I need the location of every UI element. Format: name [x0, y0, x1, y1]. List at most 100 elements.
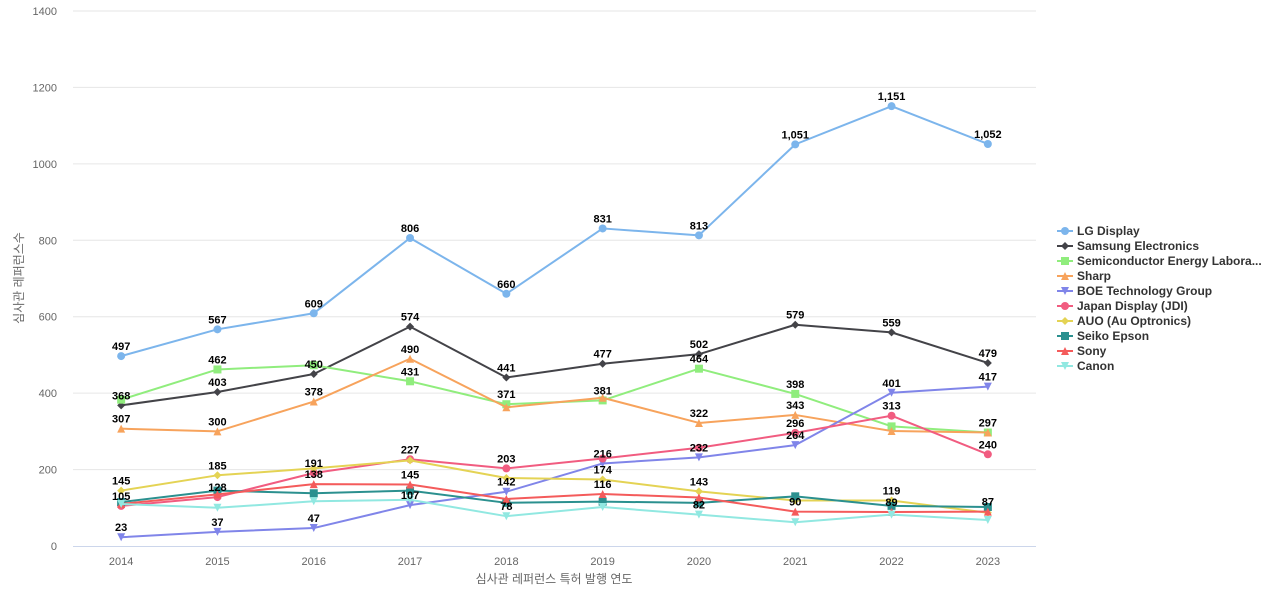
x-axis-title: 심사관 레퍼런스 특허 발행 연도 [476, 571, 633, 586]
data-point [309, 480, 318, 489]
legend-symbol [1061, 317, 1069, 325]
y-axis-title: 심사관 레퍼런스수 [12, 232, 26, 324]
legend-item[interactable]: LG Display [1057, 224, 1140, 238]
data-point [502, 487, 511, 496]
data-label: 145 [112, 476, 130, 488]
data-label: 567 [208, 314, 226, 326]
legend-label: AUO (Au Optronics) [1077, 314, 1191, 328]
x-tick-label: 2014 [109, 556, 133, 568]
x-tick-label: 2017 [398, 556, 422, 568]
data-point [694, 498, 703, 507]
data-label: 417 [979, 372, 997, 384]
data-point [502, 473, 511, 482]
data-label: 1,151 [878, 91, 906, 103]
legend-label: Japan Display (JDI) [1077, 299, 1188, 313]
data-point [791, 140, 800, 149]
x-tick-label: 2019 [590, 556, 614, 568]
data-point [502, 512, 511, 521]
data-label: 307 [112, 414, 130, 426]
data-label: 90 [789, 497, 801, 509]
x-axis: 2014 2015 2016 2017 2018 2019 2020 2021 2022 2023 [73, 546, 1036, 568]
series-3 [117, 354, 992, 437]
data-point [502, 289, 511, 298]
data-point [598, 475, 607, 484]
series-layer [117, 102, 992, 542]
data-point [309, 309, 318, 318]
data-point [887, 422, 896, 431]
data-point [791, 507, 800, 516]
data-label: 1,052 [974, 129, 1002, 141]
data-label: 128 [208, 482, 226, 494]
series-line [121, 483, 988, 513]
data-point [598, 454, 607, 463]
legend-symbol [1061, 362, 1069, 370]
data-point [309, 464, 318, 473]
x-tick-label: 2021 [783, 556, 807, 568]
data-label: 107 [401, 490, 419, 502]
data-point [791, 320, 800, 329]
data-point [694, 487, 703, 496]
data-point [117, 486, 126, 495]
legend-item[interactable]: Sharp [1057, 269, 1111, 283]
legend-item[interactable]: AUO (Au Optronics) [1057, 314, 1191, 328]
y-tick-label: 600 [39, 312, 57, 324]
data-label: 296 [786, 418, 804, 430]
data-point [213, 503, 222, 512]
data-point [598, 224, 607, 233]
data-point [887, 388, 896, 397]
data-point [887, 411, 896, 420]
data-label: 378 [305, 387, 323, 399]
legend-symbol [1061, 242, 1069, 250]
data-label: 89 [885, 497, 897, 509]
data-label: 185 [208, 460, 226, 472]
data-point [406, 377, 415, 386]
data-point [887, 510, 896, 519]
data-point [887, 102, 896, 111]
data-labels: 497 567 609 806 660 831 813 1,051 1,151 1,052 368 4… [112, 91, 1002, 534]
data-label: 145 [401, 469, 419, 481]
data-point [791, 389, 800, 398]
data-point [791, 410, 800, 419]
data-label: 23 [115, 522, 127, 534]
data-point [117, 499, 126, 508]
data-point [791, 428, 800, 437]
data-label: 502 [690, 339, 708, 351]
data-label: 579 [786, 310, 804, 322]
data-label: 142 [497, 477, 515, 489]
legend-item[interactable]: Japan Display (JDI) [1057, 299, 1188, 313]
data-label: 403 [208, 377, 226, 389]
legend-item[interactable]: Samsung Electronics [1057, 239, 1199, 253]
data-point [598, 503, 607, 512]
legend-label: Semiconductor Energy Labora... [1077, 254, 1262, 268]
data-label: 1,051 [781, 129, 809, 141]
data-label: 477 [593, 349, 611, 361]
data-point [694, 493, 703, 502]
y-tick-label: 1000 [33, 159, 57, 171]
data-label: 116 [594, 479, 612, 491]
data-label: 806 [401, 223, 419, 235]
data-point [983, 507, 992, 516]
data-label: 490 [401, 344, 419, 356]
data-point [406, 501, 415, 510]
series-line [121, 498, 988, 524]
legend-item[interactable]: Semiconductor Energy Labora... [1057, 254, 1262, 268]
data-label: 660 [497, 279, 515, 291]
series-line [121, 414, 989, 507]
data-point [406, 322, 415, 331]
y-tick-label: 1400 [33, 6, 57, 18]
data-point [983, 382, 992, 391]
data-label: 479 [979, 348, 997, 360]
legend-label: Samsung Electronics [1077, 239, 1199, 253]
data-label: 322 [690, 408, 708, 420]
data-point [887, 328, 896, 337]
legend-item[interactable]: BOE Technology Group [1057, 284, 1212, 298]
legend-item[interactable]: Canon [1057, 359, 1114, 373]
legend-item[interactable]: Sony [1057, 344, 1107, 358]
legend-item[interactable]: Seiko Epson [1057, 329, 1149, 343]
data-label: 216 [593, 448, 611, 460]
x-tick-label: 2020 [687, 556, 711, 568]
data-point [213, 490, 222, 499]
data-label: 240 [979, 439, 997, 451]
data-point [213, 427, 222, 436]
data-point [406, 495, 415, 504]
